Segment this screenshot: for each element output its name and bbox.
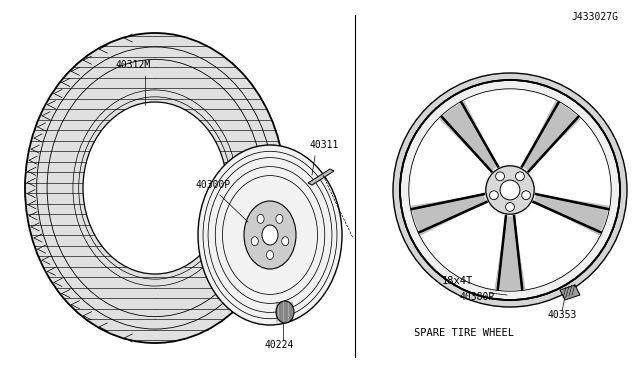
Text: J433027G: J433027G [572,12,619,22]
Polygon shape [308,169,334,185]
Circle shape [400,80,620,300]
Text: 40300P: 40300P [195,180,230,190]
Text: SPARE TIRE WHEEL: SPARE TIRE WHEEL [414,328,514,338]
Ellipse shape [282,237,289,246]
Circle shape [516,172,524,181]
Text: 40311: 40311 [310,140,339,150]
Ellipse shape [276,301,294,323]
Text: 40224: 40224 [265,340,294,350]
Ellipse shape [257,214,264,223]
Circle shape [490,191,499,200]
Wedge shape [494,216,525,290]
Wedge shape [411,194,486,235]
Ellipse shape [244,201,296,269]
Wedge shape [529,119,610,206]
Wedge shape [514,202,599,289]
Polygon shape [560,285,580,300]
Text: 40312M: 40312M [115,60,150,70]
Wedge shape [465,90,556,167]
Circle shape [522,191,531,200]
Ellipse shape [252,237,259,246]
Ellipse shape [266,250,273,260]
Wedge shape [439,101,498,171]
Wedge shape [421,202,506,289]
Circle shape [500,180,520,200]
Wedge shape [534,194,609,235]
Circle shape [495,172,504,181]
Ellipse shape [198,145,342,325]
Text: 18x4T: 18x4T [442,276,473,286]
Text: 40380P: 40380P [460,292,495,302]
Wedge shape [410,119,492,206]
Circle shape [393,73,627,307]
Circle shape [506,202,515,211]
Ellipse shape [25,33,285,343]
Circle shape [402,82,618,298]
Ellipse shape [276,214,283,223]
Ellipse shape [262,225,278,245]
Wedge shape [522,101,580,171]
Ellipse shape [83,102,227,274]
Text: 40353: 40353 [548,310,577,320]
Circle shape [486,166,534,214]
